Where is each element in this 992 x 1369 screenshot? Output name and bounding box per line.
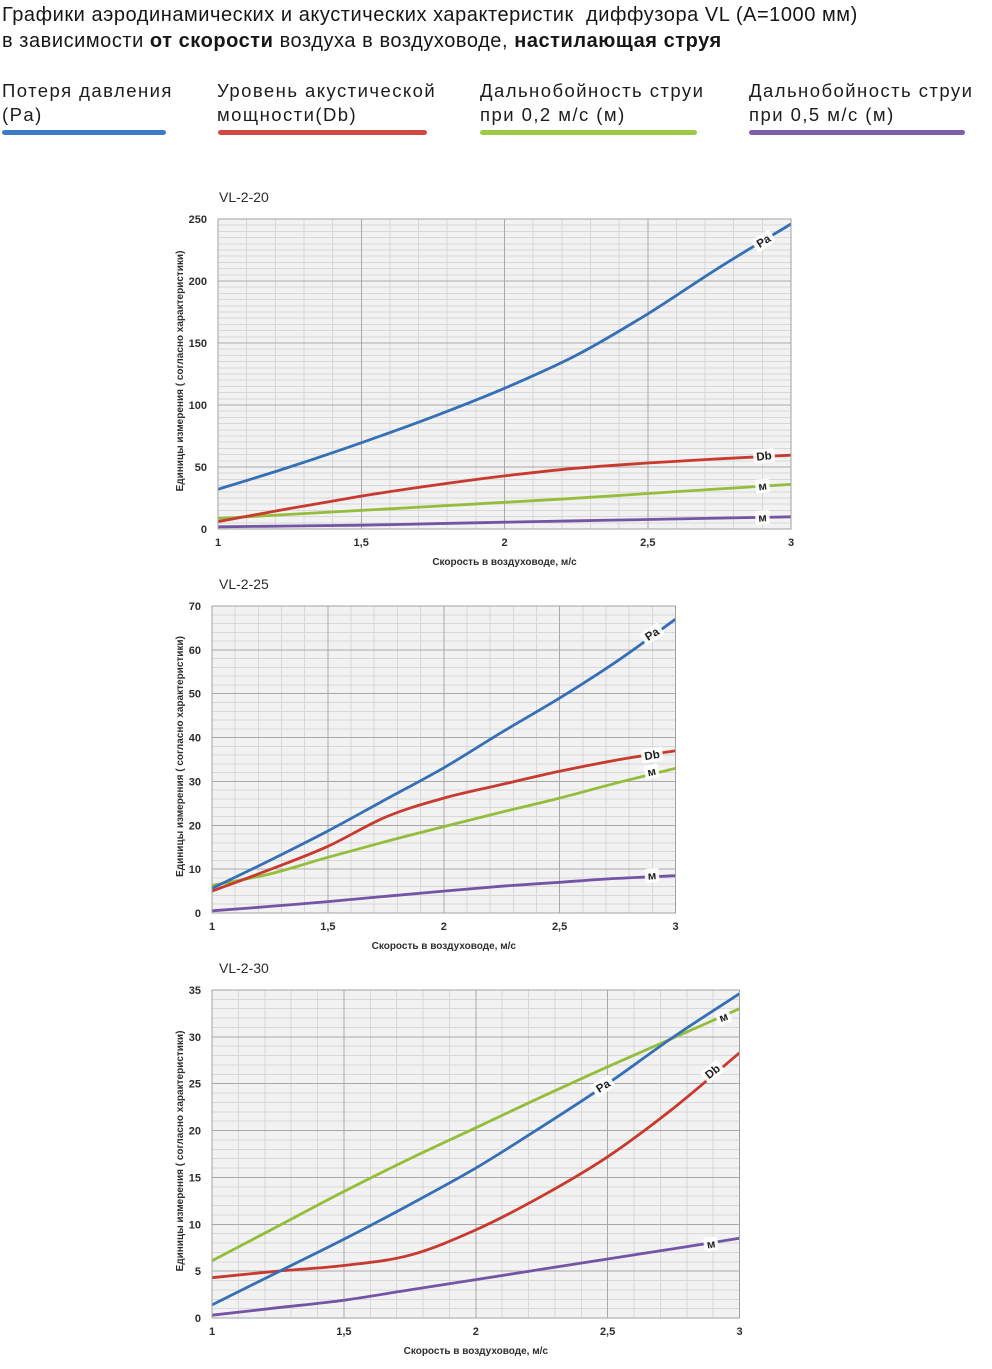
svg-text:40: 40 xyxy=(189,733,201,745)
svg-text:VL-2-25: VL-2-25 xyxy=(219,576,269,592)
svg-text:2: 2 xyxy=(473,1326,479,1338)
svg-text:3: 3 xyxy=(672,921,678,933)
svg-text:2: 2 xyxy=(501,537,507,549)
svg-text:2,5: 2,5 xyxy=(640,537,655,549)
svg-text:150: 150 xyxy=(189,338,207,350)
svg-text:Единицы измерения ( согласно х: Единицы измерения ( согласно характерист… xyxy=(175,636,186,877)
svg-text:25: 25 xyxy=(189,1079,201,1091)
svg-text:м: м xyxy=(706,1238,716,1251)
svg-text:5: 5 xyxy=(195,1266,201,1278)
svg-text:35: 35 xyxy=(189,985,201,997)
svg-text:Скорость в воздуховоде, м/с: Скорость в воздуховоде, м/с xyxy=(432,557,577,568)
svg-text:0: 0 xyxy=(195,908,201,920)
svg-text:м: м xyxy=(758,512,767,525)
svg-text:20: 20 xyxy=(189,1126,201,1138)
svg-text:Db: Db xyxy=(756,450,773,464)
svg-text:м: м xyxy=(647,870,656,883)
svg-text:250: 250 xyxy=(189,214,207,226)
svg-text:1,5: 1,5 xyxy=(354,537,369,549)
svg-text:3: 3 xyxy=(736,1326,742,1338)
svg-text:Скорость в воздуховоде, м/с: Скорость в воздуховоде, м/с xyxy=(404,1346,549,1357)
svg-text:10: 10 xyxy=(189,864,201,876)
svg-text:70: 70 xyxy=(189,601,201,613)
svg-text:60: 60 xyxy=(189,645,201,657)
svg-text:1,5: 1,5 xyxy=(320,921,335,933)
svg-text:2,5: 2,5 xyxy=(600,1326,615,1338)
svg-text:3: 3 xyxy=(788,537,794,549)
svg-text:10: 10 xyxy=(189,1219,201,1231)
svg-text:2: 2 xyxy=(441,921,447,933)
svg-text:Db: Db xyxy=(644,749,661,763)
svg-text:20: 20 xyxy=(189,820,201,832)
svg-text:15: 15 xyxy=(189,1172,201,1184)
svg-text:1,5: 1,5 xyxy=(336,1326,351,1338)
svg-text:VL-2-20: VL-2-20 xyxy=(219,189,269,205)
svg-text:0: 0 xyxy=(195,1313,201,1325)
svg-text:VL-2-30: VL-2-30 xyxy=(219,960,269,976)
svg-text:Скорость в воздуховоде, м/с: Скорость в воздуховоде, м/с xyxy=(372,941,517,952)
svg-text:Единицы измерения ( согласно х: Единицы измерения ( согласно характерист… xyxy=(175,251,186,492)
svg-text:0: 0 xyxy=(201,524,207,536)
svg-text:м: м xyxy=(718,1011,730,1025)
svg-text:м: м xyxy=(758,480,768,493)
svg-text:50: 50 xyxy=(195,462,207,474)
svg-text:100: 100 xyxy=(189,400,207,412)
svg-text:1: 1 xyxy=(209,921,215,933)
svg-text:200: 200 xyxy=(189,276,207,288)
svg-text:50: 50 xyxy=(189,689,201,701)
svg-text:1: 1 xyxy=(215,537,221,549)
svg-text:м: м xyxy=(646,766,657,780)
svg-text:1: 1 xyxy=(209,1326,215,1338)
svg-text:2,5: 2,5 xyxy=(552,921,567,933)
svg-text:30: 30 xyxy=(189,1032,201,1044)
svg-text:30: 30 xyxy=(189,776,201,788)
svg-text:Единицы измерения ( согласно х: Единицы измерения ( согласно характерист… xyxy=(175,1031,186,1272)
